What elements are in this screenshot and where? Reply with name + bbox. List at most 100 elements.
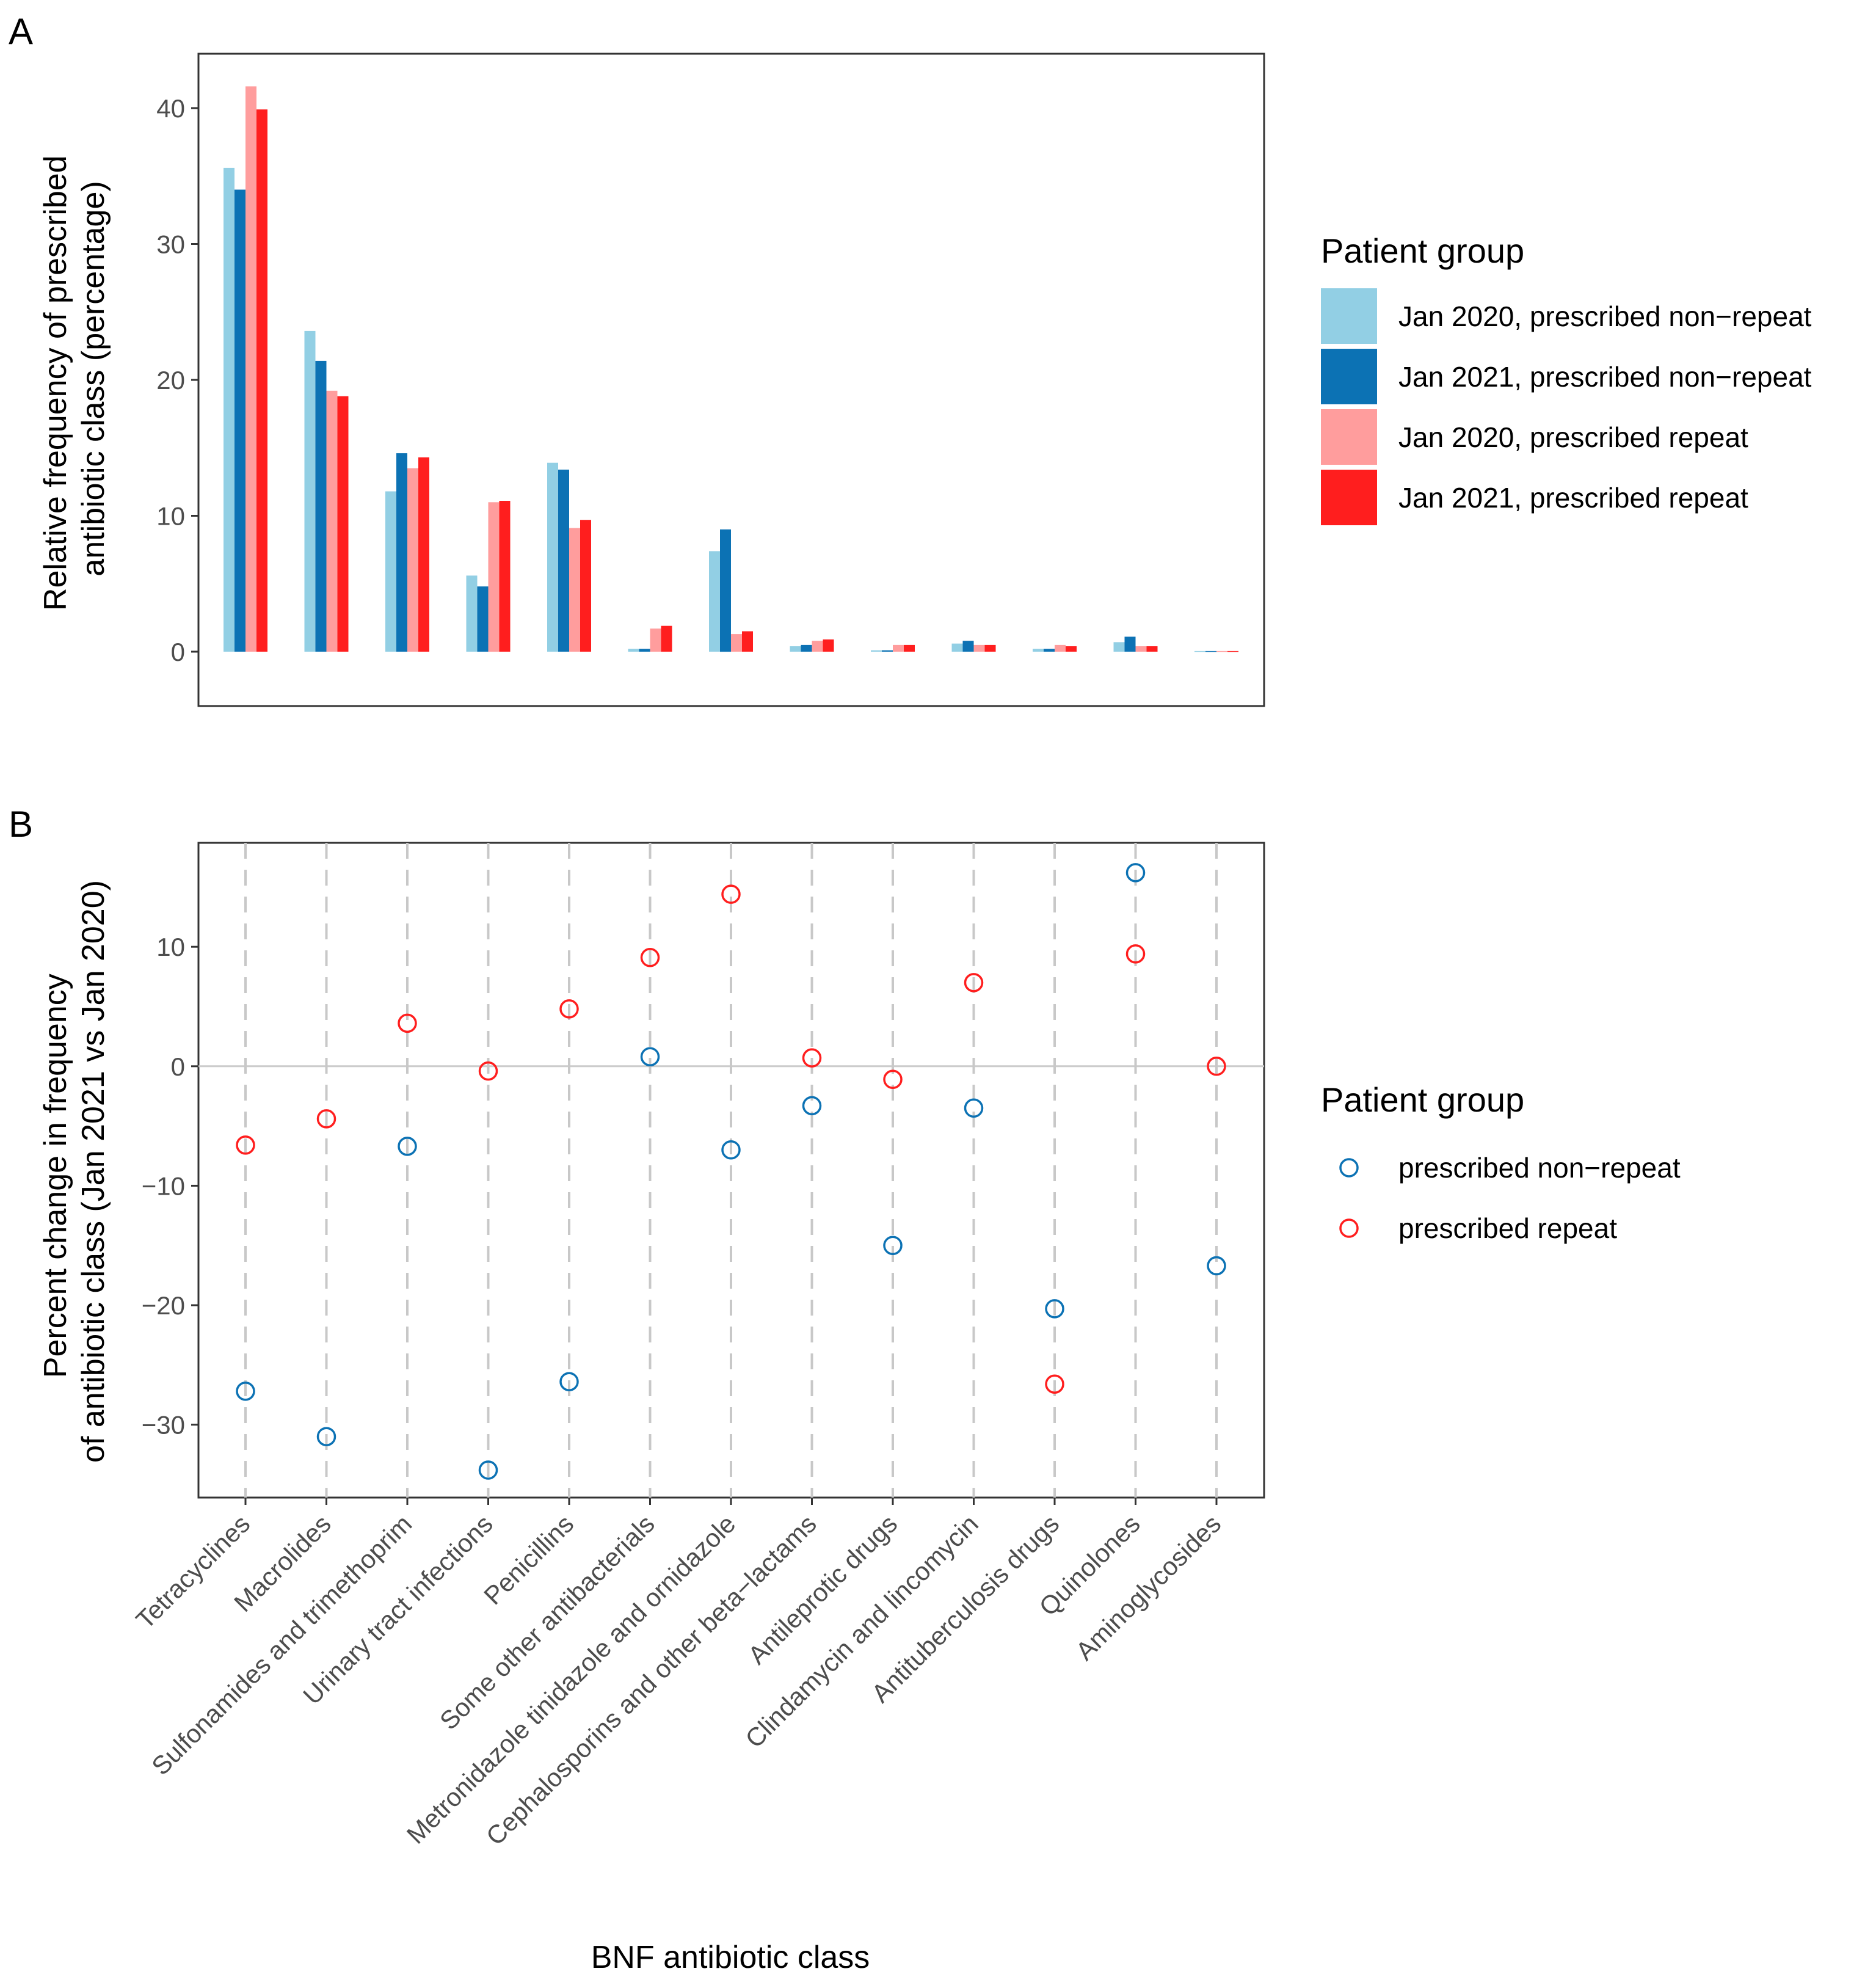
- panel-b-legend-items: prescribed non−repeat prescribed repeat: [1339, 1152, 1681, 1244]
- point-prescribed-repeat-tetracyclines: [236, 1135, 255, 1155]
- panel-a-legend-items: Jan 2020, prescribed non−repeat Jan 2021,…: [1321, 288, 1812, 525]
- bar-jan-2020-prescribed-repeat-penicillins: [569, 528, 580, 652]
- bar-jan-2020-prescribed-repeat-sulfonamides-and-trimethoprim: [407, 468, 418, 652]
- point-prescribed-repeat-aminoglycosides: [1207, 1057, 1226, 1076]
- legend-label-prescribed-repeat: prescribed repeat: [1398, 1212, 1617, 1244]
- bar-jan-2021-prescribed-repeat-cephalosporins-and-other-beta-lactams: [823, 639, 834, 652]
- bar-jan-2020-prescribed-non-repeat-aminoglycosides: [1194, 650, 1205, 652]
- point-prescribed-non-repeat-urinary-tract-infections: [478, 1460, 498, 1480]
- panel-b-gridlines: [198, 843, 1264, 1498]
- bar-jan-2020-prescribed-non-repeat-antileprotic-drugs: [871, 650, 882, 652]
- bar-jan-2020-prescribed-repeat-macrolides: [326, 390, 338, 652]
- legend-key-jan-2020-prescribed-non-repeat: [1321, 288, 1377, 344]
- bar-jan-2021-prescribed-repeat-urinary-tract-infections: [499, 501, 511, 652]
- panel-b-y-tick-label-10: 10: [156, 933, 185, 961]
- point-prescribed-repeat-some-other-antibacterials: [640, 948, 660, 967]
- legend-key-jan-2021-prescribed-non-repeat: [1321, 349, 1377, 404]
- panel-b-y-title-line1: Percent change in frequency: [38, 974, 73, 1378]
- legend-key-jan-2020-prescribed-repeat: [1321, 409, 1377, 465]
- bar-jan-2020-prescribed-non-repeat-some-other-antibacterials: [628, 649, 639, 652]
- bar-jan-2020-prescribed-repeat-some-other-antibacterials: [650, 628, 661, 652]
- panel-a-y-title: Relative frequency of prescribed antibio…: [38, 147, 111, 611]
- point-prescribed-repeat-antituberculosis-drugs: [1045, 1374, 1064, 1394]
- panel-b-y-title: Percent change in frequency of antibioti…: [38, 880, 111, 1463]
- panel-a-legend: Patient group Jan 2020, prescribed non−r…: [1321, 231, 1812, 525]
- panel-label-b: B: [9, 804, 33, 845]
- panel-b-y-tick-label--10: −10: [142, 1171, 185, 1200]
- bar-jan-2020-prescribed-repeat-aminoglycosides: [1216, 650, 1227, 652]
- bar-jan-2021-prescribed-repeat-macrolides: [337, 396, 349, 652]
- point-prescribed-non-repeat-sulfonamides-and-trimethoprim: [398, 1137, 417, 1156]
- panel-a-y-tick-label-40: 40: [156, 94, 185, 123]
- panel-b-y-tick-label--30: −30: [142, 1411, 185, 1440]
- bar-jan-2021-prescribed-non-repeat-tetracyclines: [234, 189, 245, 652]
- bar-jan-2020-prescribed-repeat-antileprotic-drugs: [893, 644, 904, 652]
- bar-jan-2020-prescribed-non-repeat-cephalosporins-and-other-beta-lactams: [790, 646, 801, 652]
- panel-b-x-title: BNF antibiotic class: [591, 1940, 870, 1975]
- point-prescribed-non-repeat-clindamycin-and-lincomycin: [964, 1098, 984, 1118]
- panel-b-legend-title: Patient group: [1321, 1080, 1524, 1119]
- point-prescribed-non-repeat-some-other-antibacterials: [640, 1047, 660, 1066]
- bar-jan-2020-prescribed-non-repeat-metronidazole-tinidazole-and-ornidazole: [709, 551, 720, 652]
- legend-key-prescribed-non-repeat: [1339, 1158, 1359, 1178]
- legend-label-prescribed-non-repeat: prescribed non−repeat: [1398, 1152, 1681, 1184]
- point-prescribed-repeat-sulfonamides-and-trimethoprim: [398, 1013, 417, 1033]
- bar-jan-2020-prescribed-repeat-tetracyclines: [245, 86, 256, 652]
- bar-jan-2021-prescribed-repeat-quinolones: [1146, 646, 1158, 652]
- point-prescribed-repeat-penicillins: [559, 999, 579, 1019]
- point-prescribed-non-repeat-macrolides: [316, 1427, 336, 1446]
- panel-a-legend-title: Patient group: [1321, 231, 1524, 270]
- bar-jan-2021-prescribed-repeat-aminoglycosides: [1227, 650, 1238, 652]
- legend-key-prescribed-repeat: [1339, 1218, 1359, 1238]
- panel-label-a: A: [9, 11, 33, 52]
- point-prescribed-repeat-macrolides: [316, 1109, 336, 1129]
- panel-a-plot-border: [197, 53, 1265, 707]
- legend-label-jan-2020-prescribed-non-repeat: Jan 2020, prescribed non−repeat: [1398, 300, 1812, 332]
- bar-jan-2020-prescribed-non-repeat-tetracyclines: [224, 167, 234, 652]
- point-prescribed-repeat-clindamycin-and-lincomycin: [964, 973, 984, 992]
- bar-jan-2020-prescribed-repeat-urinary-tract-infections: [488, 502, 500, 652]
- bar-jan-2021-prescribed-repeat-antileprotic-drugs: [904, 644, 915, 652]
- bar-jan-2021-prescribed-non-repeat-sulfonamides-and-trimethoprim: [396, 453, 407, 652]
- bar-jan-2021-prescribed-repeat-metronidazole-tinidazole-and-ornidazole: [742, 631, 753, 652]
- point-prescribed-repeat-urinary-tract-infections: [478, 1061, 498, 1081]
- bar-jan-2020-prescribed-non-repeat-antituberculosis-drugs: [1033, 649, 1044, 652]
- bar-jan-2021-prescribed-non-repeat-cephalosporins-and-other-beta-lactams: [801, 644, 812, 652]
- bar-jan-2021-prescribed-non-repeat-penicillins: [558, 469, 569, 652]
- bar-jan-2021-prescribed-non-repeat-urinary-tract-infections: [477, 586, 489, 652]
- bar-jan-2021-prescribed-non-repeat-clindamycin-and-lincomycin: [962, 641, 974, 652]
- point-prescribed-non-repeat-antituberculosis-drugs: [1045, 1299, 1064, 1319]
- bar-jan-2020-prescribed-repeat-metronidazole-tinidazole-and-ornidazole: [731, 634, 742, 652]
- bar-jan-2020-prescribed-repeat-cephalosporins-and-other-beta-lactams: [812, 641, 823, 652]
- panel-a-y-tick-label-0: 0: [171, 638, 185, 666]
- bar-jan-2021-prescribed-non-repeat-macrolides: [315, 360, 327, 652]
- legend-key-jan-2021-prescribed-repeat: [1321, 470, 1377, 525]
- panel-b-points: [236, 863, 1226, 1480]
- bar-jan-2020-prescribed-repeat-clindamycin-and-lincomycin: [973, 644, 985, 652]
- panel-a-y-axis: 0 10 20 30 40: [156, 94, 198, 666]
- bar-jan-2021-prescribed-non-repeat-antituberculosis-drugs: [1044, 649, 1055, 652]
- legend-label-jan-2020-prescribed-repeat: Jan 2020, prescribed repeat: [1398, 421, 1748, 453]
- bar-jan-2021-prescribed-repeat-clindamycin-and-lincomycin: [984, 644, 996, 652]
- point-prescribed-non-repeat-antileprotic-drugs: [883, 1236, 903, 1255]
- panel-a-y-tick-label-20: 20: [156, 366, 185, 395]
- legend-label-jan-2021-prescribed-repeat: Jan 2021, prescribed repeat: [1398, 482, 1748, 514]
- bar-jan-2021-prescribed-non-repeat-aminoglycosides: [1205, 650, 1216, 652]
- bar-jan-2021-prescribed-non-repeat-metronidazole-tinidazole-and-ornidazole: [720, 529, 731, 652]
- panel-b-scatter-chart: −30 −20 −10 0 10 TetracyclinesMacrolidesSulf…: [38, 842, 1681, 1975]
- point-prescribed-repeat-metronidazole-tinidazole-and-ornidazole: [721, 884, 741, 904]
- point-prescribed-non-repeat-penicillins: [559, 1372, 579, 1391]
- bar-jan-2021-prescribed-repeat-tetracyclines: [256, 109, 267, 652]
- bar-jan-2021-prescribed-non-repeat-antileprotic-drugs: [882, 650, 893, 652]
- panel-a-y-tick-label-30: 30: [156, 230, 185, 259]
- bar-jan-2020-prescribed-non-repeat-quinolones: [1113, 642, 1125, 652]
- panel-b-y-title-line2: of antibiotic class (Jan 2021 vs Jan 202…: [76, 880, 111, 1463]
- panel-b-legend: Patient group prescribed non−repeatpresc…: [1321, 1080, 1681, 1244]
- bar-jan-2021-prescribed-repeat-some-other-antibacterials: [661, 625, 672, 652]
- bar-jan-2020-prescribed-non-repeat-urinary-tract-infections: [466, 575, 478, 652]
- panel-b-y-tick-label--20: −20: [142, 1291, 185, 1320]
- bar-jan-2020-prescribed-non-repeat-penicillins: [547, 462, 558, 652]
- legend-label-jan-2021-prescribed-non-repeat: Jan 2021, prescribed non−repeat: [1398, 361, 1812, 393]
